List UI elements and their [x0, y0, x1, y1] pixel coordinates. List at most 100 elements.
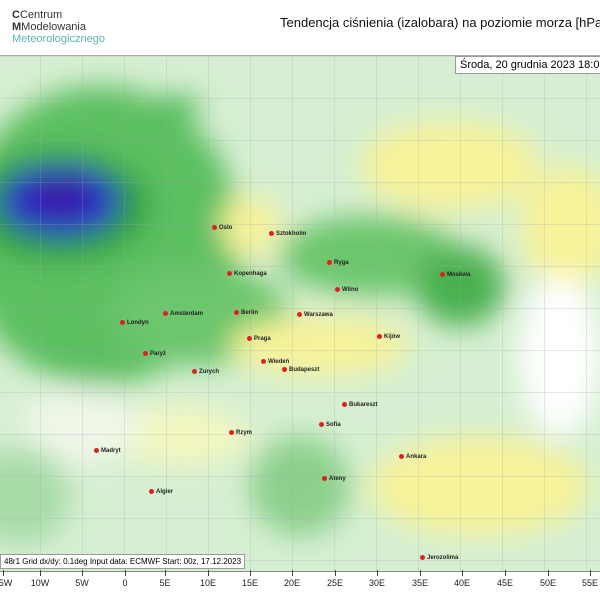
pressure-field	[0, 56, 600, 571]
city-dot-icon	[143, 351, 148, 356]
city-dot-icon	[327, 260, 332, 265]
axis-tick	[377, 570, 378, 576]
city-marker: Rzym	[229, 430, 252, 436]
city-marker: Sofia	[319, 422, 341, 428]
city-marker: Budapeszt	[282, 367, 319, 373]
axis-tick	[82, 570, 83, 576]
city-marker: Kopenhaga	[227, 271, 267, 277]
axis-tick	[548, 570, 549, 576]
map-title: Tendencja ciśnienia (izalobara) na pozio…	[280, 15, 600, 30]
city-name: Wiedeń	[268, 359, 290, 366]
city-dot-icon	[163, 311, 168, 316]
logo-line-3: Meteorologicznego	[12, 33, 105, 45]
axis-tick	[462, 570, 463, 576]
city-name: Sofia	[326, 422, 341, 429]
city-dot-icon	[440, 272, 445, 277]
city-name: Ryga	[334, 260, 349, 267]
city-dot-icon	[234, 310, 239, 315]
city-name: Warszawa	[304, 312, 333, 319]
longitude-label: 10W	[30, 578, 50, 588]
city-dot-icon	[229, 430, 234, 435]
city-name: Budapeszt	[289, 367, 320, 374]
model-info-label: 48r1 Grid dx/dy: 0.1deg Input data: ECMW…	[0, 554, 246, 569]
city-name: Ankara	[406, 454, 427, 461]
city-name: Paryż	[150, 351, 167, 358]
city-dot-icon	[192, 369, 197, 374]
city-name: Amsterdam	[170, 311, 204, 318]
city-marker: Kijów	[377, 334, 400, 340]
city-dot-icon	[322, 476, 327, 481]
longitude-label: 15W	[0, 578, 13, 588]
city-dot-icon	[282, 367, 287, 372]
city-dot-icon	[120, 320, 125, 325]
city-dot-icon	[269, 231, 274, 236]
city-name: Kijów	[384, 334, 400, 341]
city-name: Berlin	[241, 310, 259, 317]
city-dot-icon	[297, 312, 302, 317]
longitude-label: 5W	[75, 578, 89, 588]
city-marker: Wiedeń	[261, 359, 289, 365]
city-dot-icon	[94, 448, 99, 453]
city-dot-icon	[261, 359, 266, 364]
longitude-label: 50E	[539, 578, 557, 588]
city-dot-icon	[399, 454, 404, 459]
city-name: Bukareszt	[349, 402, 378, 409]
axis-tick	[165, 570, 166, 576]
city-marker: Algier	[149, 489, 173, 495]
city-dot-icon	[342, 402, 347, 407]
city-name: Rzym	[236, 430, 253, 437]
longitude-label: 0	[122, 578, 128, 588]
city-name: Madryt	[101, 448, 121, 455]
city-name: Zurych	[199, 369, 220, 376]
city-marker: Sztokholm	[269, 231, 306, 237]
longitude-label: 15E	[241, 578, 259, 588]
longitude-label: 55E	[581, 578, 599, 588]
longitude-label: 35E	[411, 578, 429, 588]
city-dot-icon	[319, 422, 324, 427]
city-marker: Londyn	[120, 320, 149, 326]
city-marker: Moskwa	[440, 272, 470, 278]
city-marker: Zurych	[192, 369, 219, 375]
city-marker: Berlin	[234, 310, 258, 316]
city-marker: Praga	[247, 336, 271, 342]
axis-tick	[590, 570, 591, 576]
city-name: Oslo	[219, 225, 233, 232]
city-name: Wilno	[342, 287, 359, 294]
city-name: Moskwa	[447, 272, 471, 279]
city-marker: Wilno	[335, 287, 358, 293]
city-name: Jerozolima	[427, 555, 459, 562]
city-marker: Jerozolima	[420, 555, 458, 561]
longitude-label: 40E	[453, 578, 471, 588]
axis-tick	[420, 570, 421, 576]
longitude-label: 30E	[368, 578, 386, 588]
logo-line-1: CCentrum	[12, 9, 63, 21]
axis-tick	[208, 570, 209, 576]
axis-tick	[292, 570, 293, 576]
axis-tick	[125, 570, 126, 576]
axis-tick	[505, 570, 506, 576]
longitude-label: 20E	[283, 578, 301, 588]
cmm-logo: CCentrum MModelowania Meteorologicznego	[12, 9, 105, 45]
valid-time-label: Środa, 20 grudnia 2023 18:00	[455, 56, 600, 74]
axis-tick	[40, 570, 41, 576]
city-name: Ateny	[329, 476, 346, 483]
city-name: Kopenhaga	[234, 271, 267, 278]
city-marker: Amsterdam	[163, 311, 203, 317]
longitude-label: 45E	[496, 578, 514, 588]
longitude-label: 10E	[199, 578, 217, 588]
city-dot-icon	[247, 336, 252, 341]
isallobar-map: Oslo Sztokholm Kopenhaga Ryga Moskwa Wilno Ams…	[0, 55, 600, 572]
axis-tick	[250, 570, 251, 576]
city-marker: Ateny	[322, 476, 346, 482]
logo-line-2: MModelowania	[12, 21, 86, 33]
longitude-label: 25E	[326, 578, 344, 588]
city-marker: Warszawa	[297, 312, 333, 318]
city-name: Sztokholm	[276, 231, 307, 238]
axis-tick	[335, 570, 336, 576]
axis-tick	[3, 570, 4, 576]
city-dot-icon	[149, 489, 154, 494]
longitude-label: 5E	[159, 578, 171, 588]
city-dot-icon	[335, 287, 340, 292]
city-marker: Ankara	[399, 454, 426, 460]
city-marker: Madryt	[94, 448, 121, 454]
